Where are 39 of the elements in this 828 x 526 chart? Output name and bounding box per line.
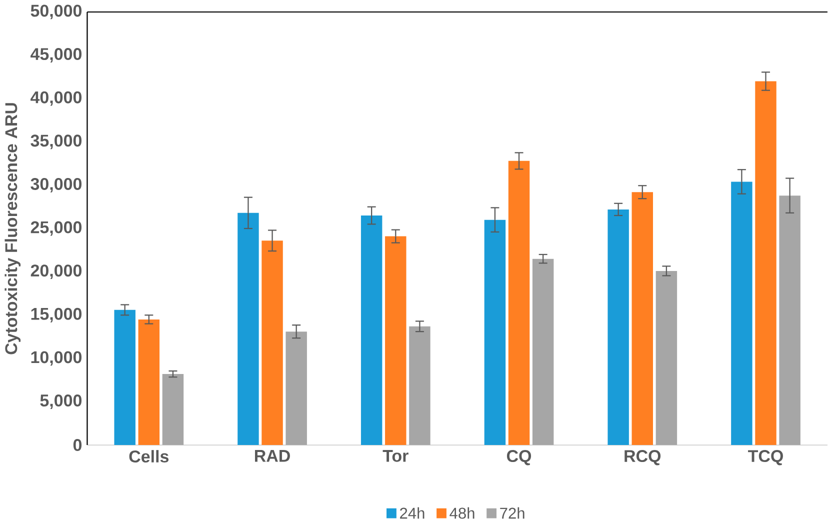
x-tick-label: Cells	[129, 450, 168, 462]
bar	[484, 220, 506, 445]
bar	[656, 270, 678, 445]
y-tick-label: 10,000	[31, 351, 82, 366]
bar	[508, 160, 530, 445]
y-tick-label: 30,000	[30, 178, 82, 192]
x-tick-label: RAD	[255, 450, 290, 462]
y-tick-label: 0	[73, 438, 82, 451]
bar	[385, 236, 406, 445]
bar	[262, 240, 283, 445]
bar	[286, 331, 307, 445]
y-tick-label: 20,000	[30, 264, 82, 279]
bar	[632, 192, 653, 445]
legend-label: 72h	[500, 507, 524, 518]
bar	[360, 215, 382, 445]
x-tick-label: RCQ	[624, 450, 661, 466]
x-tick-label: CQ	[506, 450, 532, 466]
bar	[755, 81, 776, 445]
y-tick-label: 35,000	[30, 134, 82, 149]
y-tick-label: 15,000	[31, 308, 82, 322]
y-tick-label: 25,000	[30, 221, 82, 236]
bar	[608, 209, 629, 445]
bar	[138, 319, 160, 445]
x-tick-label: TCQ	[748, 450, 783, 466]
y-tick-label: 5,000	[40, 394, 82, 409]
y-axis-title: Cytotoxicity Fluorescence ARU	[4, 102, 21, 354]
bar	[731, 182, 752, 445]
bar	[779, 195, 800, 445]
y-tick-label: 45,000	[30, 48, 82, 62]
legend-label: 48h	[450, 507, 474, 519]
bar	[162, 374, 184, 445]
legend-label: 24h	[400, 507, 424, 518]
y-tick-label: 50,000	[30, 4, 82, 20]
bar	[532, 258, 554, 445]
x-tick-label: Tor	[382, 450, 408, 462]
bar	[114, 310, 136, 445]
bar	[238, 212, 259, 445]
y-tick-label: 40,000	[30, 91, 82, 106]
bar	[409, 326, 430, 445]
